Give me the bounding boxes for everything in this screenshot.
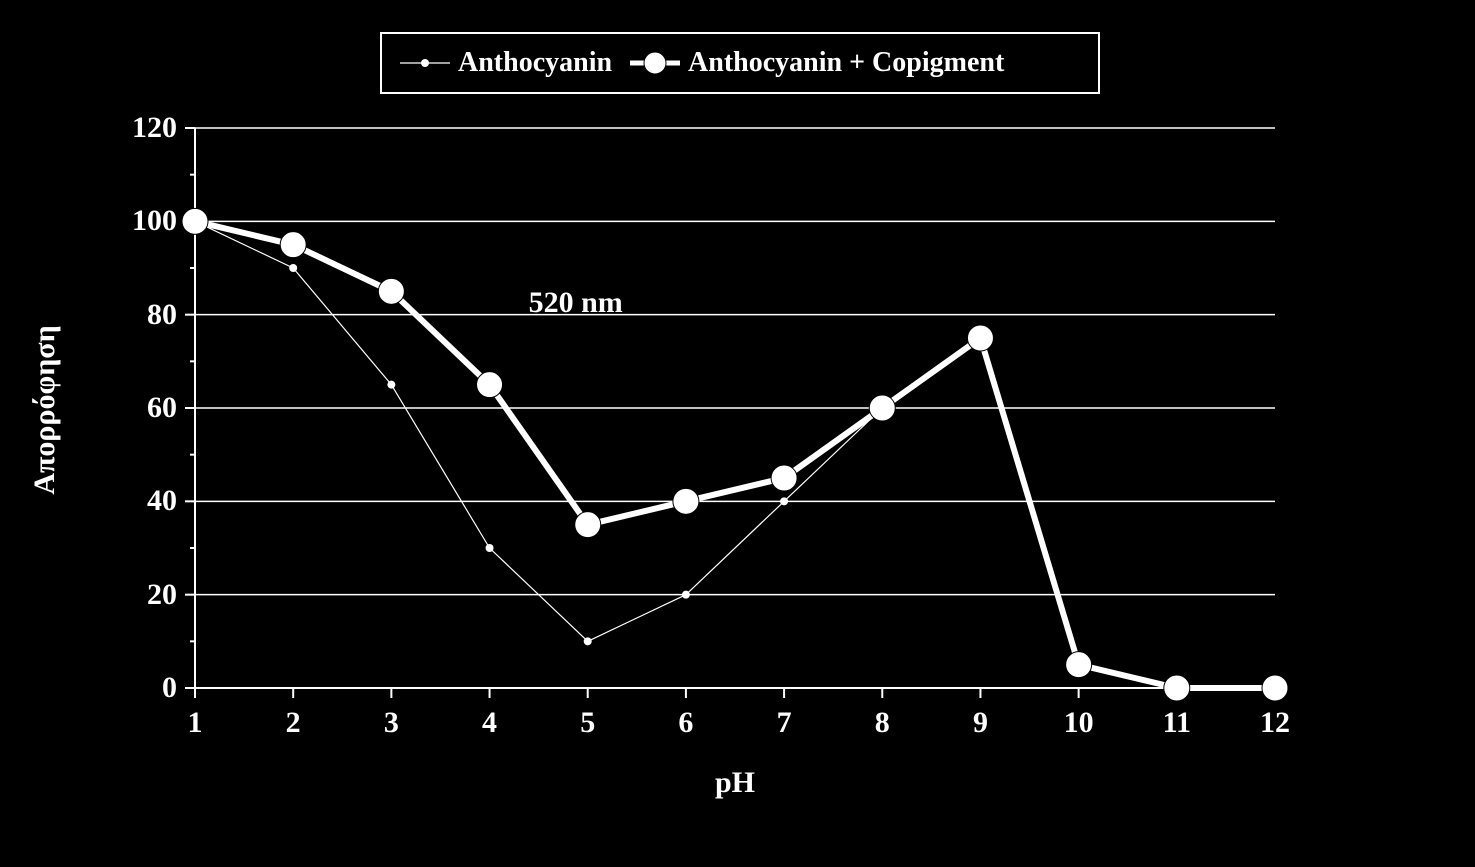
x-axis-label: pH <box>685 766 785 800</box>
x-tick-label: 9 <box>950 706 1010 740</box>
x-tick-label: 5 <box>558 706 618 740</box>
legend-label: Anthocyanin <box>458 47 612 79</box>
legend-label: Anthocyanin + Copigment <box>688 47 1004 79</box>
x-tick-label: 1 <box>165 706 225 740</box>
legend-sample-icon <box>630 48 680 78</box>
x-tick-label: 8 <box>852 706 912 740</box>
legend-sample-icon <box>400 48 450 78</box>
x-tick-label: 6 <box>656 706 716 740</box>
y-tick-label: 120 <box>97 111 177 145</box>
y-tick-label: 20 <box>97 578 177 612</box>
y-axis-label: Απορρόφηση <box>28 310 62 510</box>
legend: Anthocyanin Anthocyanin + Copigment <box>380 32 1100 94</box>
x-tick-label: 7 <box>754 706 814 740</box>
x-tick-label: 4 <box>460 706 520 740</box>
x-tick-label: 12 <box>1245 706 1305 740</box>
wavelength-annotation: 520 nm <box>529 286 623 320</box>
chart-container: Anthocyanin Anthocyanin + Copigment Απορρ… <box>0 0 1475 867</box>
x-tick-label: 10 <box>1049 706 1109 740</box>
y-tick-label: 80 <box>97 298 177 332</box>
x-tick-label: 3 <box>361 706 421 740</box>
y-tick-label: 100 <box>97 204 177 238</box>
y-tick-label: 60 <box>97 391 177 425</box>
x-tick-label: 2 <box>263 706 323 740</box>
legend-item: Anthocyanin + Copigment <box>630 47 1004 79</box>
legend-item: Anthocyanin <box>400 47 612 79</box>
y-tick-label: 40 <box>97 484 177 518</box>
y-tick-label: 0 <box>97 671 177 705</box>
x-tick-label: 11 <box>1147 706 1207 740</box>
